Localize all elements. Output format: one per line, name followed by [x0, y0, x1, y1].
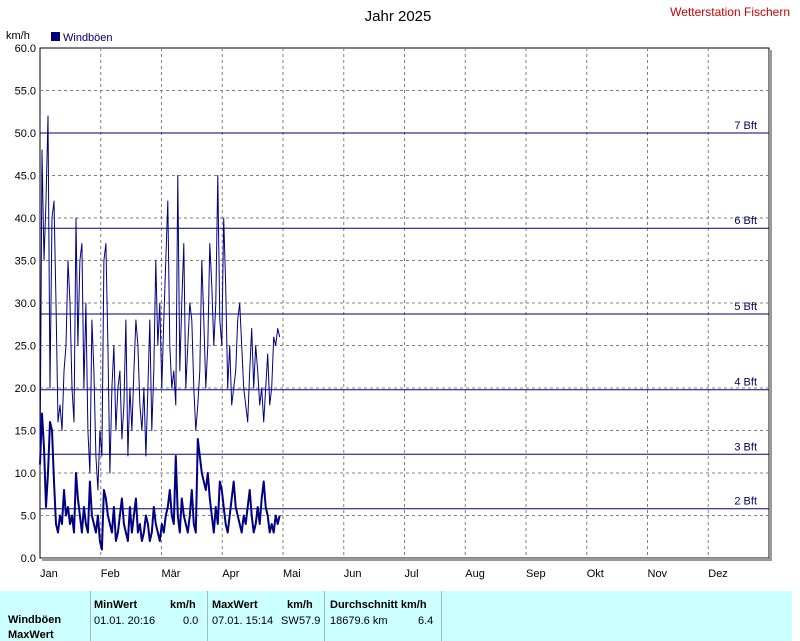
max-header: MaxWert	[212, 599, 258, 611]
stats-table: Windböen MaxWert MinWert km/h 01.01. 20:…	[0, 591, 800, 641]
plot-shadow-bottom	[42, 558, 772, 561]
y-tick-label: 50.0	[15, 128, 36, 140]
y-tick-label: 35.0	[15, 256, 36, 268]
y-tick-label: 60.0	[15, 43, 36, 55]
x-tick-label: Mai	[283, 568, 301, 580]
station-name: Wetterstation Fischern	[670, 5, 790, 19]
y-tick-label: 25.0	[15, 341, 36, 353]
x-tick-label: Apr	[222, 568, 239, 580]
y-tick-label: 40.0	[15, 213, 36, 225]
x-tick-label: Dez	[708, 568, 728, 580]
x-axis-ticks: Jan Feb Mär Apr Mai Jun Jul Aug Sep Okt Nov Dez	[40, 568, 728, 580]
beaufort-label: 7 Bft	[734, 120, 757, 132]
stats-row-label: Windböen	[8, 614, 62, 626]
chart-title: Jahr 2025	[365, 8, 432, 25]
beaufort-lines: 2 Bft 3 Bft 4 Bft 5 Bft 6 Bft 7 Bft	[40, 120, 769, 510]
max-unit: km/h	[287, 599, 313, 611]
x-tick-label: Jun	[344, 568, 362, 580]
y-axis-unit: km/h	[6, 30, 30, 42]
x-tick-label: Jan	[40, 568, 58, 580]
x-tick-label: Sep	[526, 568, 546, 580]
wind-chart: Jahr 2025 Wetterstation Fischern km/h Wi…	[6, 5, 790, 580]
y-tick-label: 15.0	[15, 426, 36, 438]
max-value: 57.9	[299, 615, 321, 627]
legend-label: Windböen	[63, 32, 113, 44]
y-tick-label: 55.0	[15, 86, 36, 98]
x-tick-label: Okt	[587, 568, 604, 580]
x-tick-label: Jul	[405, 568, 419, 580]
legend-swatch	[51, 32, 60, 41]
x-tick-label: Nov	[648, 568, 668, 580]
x-tick-label: Mär	[162, 568, 181, 580]
stats-separator	[441, 591, 442, 641]
avg-value: 6.4	[418, 615, 434, 627]
beaufort-label: 6 Bft	[734, 215, 757, 227]
min-unit: km/h	[170, 599, 196, 611]
series-line-wind	[39, 412, 281, 551]
beaufort-label: 4 Bft	[734, 377, 757, 389]
y-tick-label: 10.0	[15, 468, 36, 480]
stats-separator	[90, 591, 91, 641]
y-axis-ticks: 0.0 5.0 10.0 15.0 20.0 25.0 30.0 35.0 40.0 45.0 50…	[15, 43, 36, 565]
stats-separator	[207, 591, 208, 641]
max-direction: SW	[281, 615, 299, 627]
series-group	[39, 115, 281, 551]
x-tick-label: Aug	[465, 568, 485, 580]
min-header: MinWert	[94, 599, 138, 611]
avg-distance: 18679.6 km	[330, 615, 388, 627]
x-tick-label: Feb	[101, 568, 120, 580]
y-tick-label: 5.0	[21, 511, 36, 523]
y-tick-label: 30.0	[15, 298, 36, 310]
min-date: 01.01. 20:16	[94, 615, 156, 627]
stats-row2-label: MaxWert	[8, 629, 54, 641]
stats-separator	[324, 591, 325, 641]
max-date: 07.01. 15:14	[212, 615, 274, 627]
y-tick-label: 0.0	[21, 553, 36, 565]
min-value: 0.0	[183, 615, 199, 627]
stats-background	[0, 591, 792, 641]
avg-header: Durchschnitt km/h	[330, 599, 427, 611]
beaufort-label: 3 Bft	[734, 441, 757, 453]
beaufort-label: 2 Bft	[734, 496, 757, 508]
plot-shadow-right	[769, 50, 772, 560]
series-line-windboeen	[39, 115, 281, 491]
beaufort-label: 5 Bft	[734, 301, 757, 313]
y-tick-label: 45.0	[15, 171, 36, 183]
y-tick-label: 20.0	[15, 383, 36, 395]
